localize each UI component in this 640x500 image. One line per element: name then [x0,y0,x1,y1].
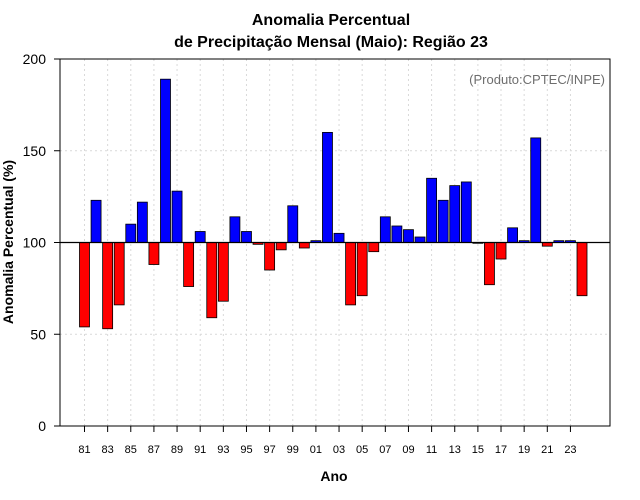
x-tick-label: 07 [379,444,391,456]
bar-2024 [576,242,588,297]
bar-1988 [160,78,171,243]
x-tick-label: 85 [125,444,137,456]
bar-1990 [183,242,195,287]
bar-2010 [414,236,426,243]
x-tick-label: 21 [541,444,553,456]
bar-2007 [379,216,391,243]
chart-title-line-1: Anomalia Percentual [252,12,410,29]
x-tick-label: 09 [402,444,414,456]
bar-2008 [391,225,403,243]
x-tick-label: 03 [333,444,345,456]
bar-1986 [136,201,148,243]
x-tick-label: 13 [449,444,461,456]
x-tick-label: 05 [356,444,368,456]
x-tick-label: 93 [217,444,229,456]
x-tick-label: 99 [287,444,299,456]
bar-1998 [275,242,287,251]
x-axis-label: Ano [320,468,347,484]
bar-1985 [125,223,137,243]
bar-1993 [217,242,229,302]
grid-layer [60,58,610,427]
x-tick-label: 87 [148,444,160,456]
x-tick-label: 97 [263,444,275,456]
bar-2017 [495,242,507,260]
bar-2003 [333,232,345,243]
y-tick-label: 200 [23,51,47,67]
bar-2009 [403,229,414,243]
bar-1987 [148,242,160,265]
x-tick-label: 19 [518,444,530,456]
bar-1992 [206,242,218,319]
bar-1991 [194,231,206,243]
x-tick-label: 17 [495,444,507,456]
bar-2000 [298,242,310,249]
bar-2012 [437,199,449,243]
bar-2014 [460,181,472,243]
bar-1984 [113,242,125,306]
bar-2004 [345,242,357,306]
x-tick-label: 11 [426,444,437,456]
x-tick-label: 89 [171,444,183,456]
x-tick-label: 83 [102,444,114,456]
credit-label: (Produto:CPTEC/INPE) [469,72,605,87]
y-tick-label: 0 [38,418,46,434]
bar-1994 [229,216,241,243]
x-tick-label: 95 [240,444,252,456]
chart-title-line-2: de Precipitação Mensal (Maio): Região 23 [174,34,488,51]
y-tick-label: 50 [30,326,46,342]
bar-2002 [322,131,333,243]
bar-1995 [241,231,252,243]
bar-2006 [368,242,380,253]
y-axis-label: Anomalia Percentual (%) [0,160,16,324]
bar-1982 [90,199,102,243]
y-tick-label: 100 [23,235,47,251]
bar-1983 [102,242,114,330]
x-tick-label: 15 [472,444,484,456]
x-axis: 81 83 85 87 89 91 93 95 97 99 01 03 05 07 09 11 13 15 17 19… [78,426,577,456]
x-tick-label: 23 [564,444,576,456]
x-tick-label: 01 [310,444,322,456]
bar-1999 [287,205,299,243]
bar-1997 [264,242,276,271]
bar-2005 [356,242,368,297]
bar-2018 [507,227,518,243]
bar-2020 [530,137,542,243]
x-tick-label: 91 [194,444,206,456]
bar-2011 [426,177,438,243]
bar-1989 [171,190,183,243]
bar-2013 [449,185,461,243]
y-tick-label: 150 [23,143,47,159]
bar-2016 [484,242,495,286]
bars-layer [79,78,588,330]
y-axis: 0 50 100 150 200 [23,51,60,434]
bar-1981 [79,242,90,328]
x-tick-label: 81 [78,444,90,456]
